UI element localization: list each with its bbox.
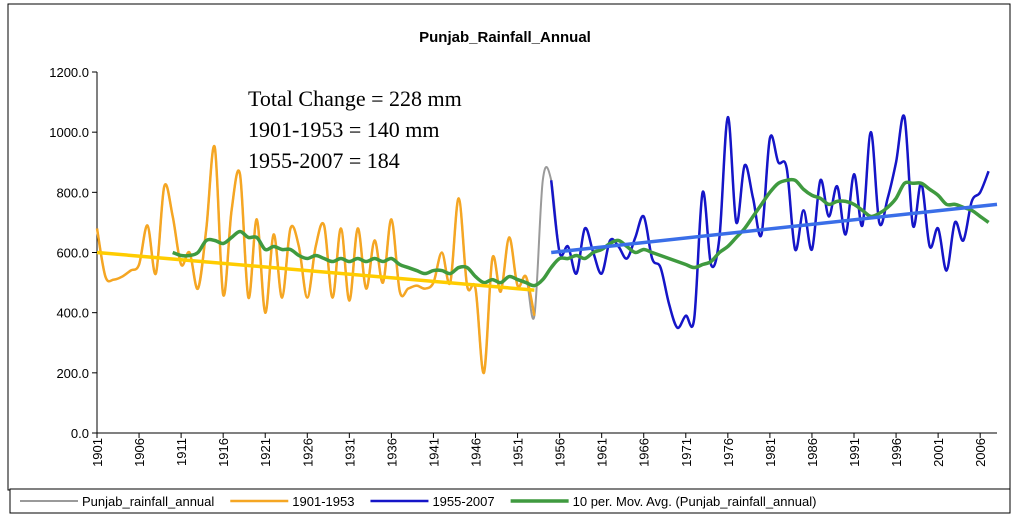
x-tick-label: 1956 [553, 438, 568, 467]
x-tick-label: 1921 [258, 438, 273, 467]
annotation: 1901-1953 = 140 mm [248, 117, 439, 142]
legend-label: Punjab_rainfall_annual [82, 494, 214, 509]
x-tick-label: 1936 [384, 438, 399, 467]
x-tick-label: 1946 [469, 438, 484, 467]
y-tick-label: 1000.0 [49, 125, 89, 140]
x-tick-label: 1996 [889, 438, 904, 467]
annotation: 1955-2007 = 184 [248, 148, 400, 173]
y-tick-label: 400.0 [56, 306, 89, 321]
x-tick-label: 1926 [300, 438, 315, 467]
x-tick-label: 1966 [637, 438, 652, 467]
series-line [172, 177, 990, 288]
x-tick-label: 1911 [174, 438, 189, 466]
legend-box [9, 488, 1011, 514]
y-tick-label: 600.0 [56, 246, 89, 261]
x-tick-label: 2006 [973, 438, 988, 467]
x-tick-label: 1986 [805, 438, 820, 467]
x-tick-label: 1941 [426, 438, 441, 467]
y-tick-label: 1200.0 [49, 65, 89, 80]
y-tick-label: 0.0 [71, 426, 89, 441]
series-line [95, 144, 536, 375]
x-tick-label: 1951 [511, 438, 526, 467]
y-tick-label: 200.0 [56, 366, 89, 381]
x-tick-label: 1971 [679, 438, 694, 467]
x-tick-label: 1961 [595, 438, 610, 467]
x-tick-label: 1991 [847, 438, 862, 467]
series-line [549, 114, 990, 330]
legend-label: 1955-2007 [432, 494, 494, 509]
legend-label: 10 per. Mov. Avg. (Punjab_rainfall_annua… [573, 494, 817, 509]
x-tick-label: 2001 [931, 438, 946, 467]
trend-line [551, 202, 998, 255]
chart-title: Punjab_Rainfall_Annual [419, 29, 591, 46]
x-tick-label: 1981 [763, 438, 778, 467]
x-tick-label: 1916 [216, 438, 231, 467]
x-tick-label: 1931 [342, 438, 357, 467]
annotation: Total Change = 228 mm [248, 86, 462, 111]
x-tick-label: 1906 [132, 438, 147, 467]
x-tick-label: 1976 [721, 438, 736, 467]
x-tick-label: 1901 [90, 438, 105, 467]
y-tick-label: 800.0 [56, 185, 89, 200]
chart-frame [7, 3, 1011, 491]
legend-label: 1901-1953 [292, 494, 354, 509]
trend-line [96, 250, 535, 292]
